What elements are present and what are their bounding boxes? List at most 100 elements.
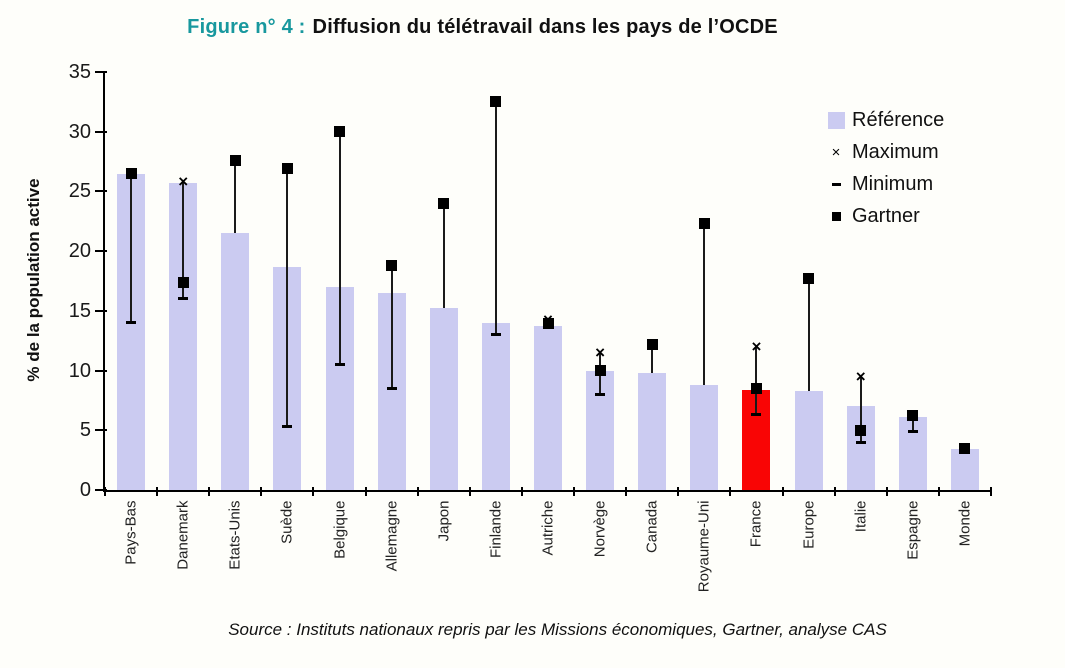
gartner-marker: [959, 442, 971, 454]
bar-reference: [481, 322, 510, 490]
x-axis-tick: [260, 487, 263, 496]
min-max-range-line: [859, 376, 862, 443]
minimum-marker: [855, 440, 866, 444]
maximum-marker: ×: [855, 366, 866, 386]
x-axis-tick: [364, 487, 367, 496]
y-tick-label: 30: [68, 120, 91, 143]
min-max-range-line: [338, 131, 341, 365]
minimum-marker: [386, 386, 397, 390]
min-max-range-line: [807, 278, 810, 391]
legend-label: Minimum: [852, 172, 934, 195]
bar-reference: [638, 372, 667, 490]
x-axis-tick: [625, 487, 628, 496]
min-max-range-line: [755, 346, 758, 415]
min-max-range-line: [234, 160, 237, 234]
bar-reference: [429, 308, 458, 490]
x-axis-tick: [781, 487, 784, 496]
gartner-marker: [490, 96, 502, 108]
min-max-range-line: [494, 101, 497, 335]
minimum-marker: [490, 333, 501, 337]
x-category-label: Danemark: [174, 500, 192, 570]
min-max-range-line: [130, 173, 133, 323]
y-axis-tick: [95, 130, 107, 133]
x-axis-tick: [833, 487, 836, 496]
reference-bar-swatch-icon: [827, 111, 845, 129]
bar-reference: [950, 449, 979, 490]
y-axis-tick: [95, 489, 107, 491]
x-axis-tick: [677, 487, 680, 496]
figure-title: Figure n° 4 : Diffusion du télétravail da…: [0, 16, 1065, 39]
gartner-marker: [229, 154, 241, 166]
min-max-range-line: [390, 265, 393, 389]
x-category-label: Suède: [278, 500, 296, 544]
legend-label: Gartner: [852, 204, 920, 227]
legend: Référence × Maximum Minimum Gartner: [826, 104, 944, 232]
gartner-square-marker-icon: [831, 211, 841, 221]
gartner-marker: [334, 126, 346, 138]
figure-number: Figure n° 4 :: [187, 16, 306, 38]
y-tick-label: 0: [79, 479, 91, 501]
x-category-label: Canada: [643, 500, 661, 554]
maximum-marker: ×: [595, 342, 606, 362]
minimum-marker: [334, 363, 345, 367]
x-axis-tick: [729, 487, 732, 496]
legend-item-gartner: Gartner: [826, 200, 944, 232]
x-category-label: Belgique: [331, 500, 349, 559]
x-axis-tick: [573, 487, 576, 496]
bar-reference: [690, 384, 719, 490]
gartner-marker: [281, 163, 293, 175]
gartner-marker: [855, 424, 867, 436]
x-category-label: France: [747, 500, 765, 548]
y-axis-tick: [95, 309, 107, 312]
x-category-label: Italie: [852, 500, 870, 533]
minimum-marker: [126, 321, 137, 325]
x-category-label: Norvège: [591, 500, 609, 558]
minimum-marker: [282, 425, 293, 429]
y-tick-label: 15: [68, 299, 91, 322]
x-category-label: Espagne: [904, 500, 922, 560]
min-max-range-line: [703, 223, 706, 385]
gartner-marker: [803, 273, 815, 285]
gartner-marker: [386, 259, 398, 271]
gartner-marker: [125, 168, 137, 179]
maximum-marker: ×: [178, 171, 189, 191]
gartner-marker: [750, 382, 762, 394]
y-axis-tick: [95, 71, 107, 73]
legend-item-reference: Référence: [826, 104, 944, 136]
legend-label: Maximum: [852, 140, 939, 163]
x-axis-tick: [520, 487, 523, 496]
x-category-label: Monde: [956, 500, 974, 547]
x-axis-tick: [990, 487, 992, 496]
y-axis-tick: [95, 190, 107, 193]
x-axis-tick: [156, 487, 159, 496]
x-category-label: Finlande: [487, 500, 505, 559]
gartner-marker: [907, 410, 919, 422]
legend-item-minimum: Minimum: [826, 168, 944, 200]
min-max-range-line: [651, 344, 654, 373]
figure-title-text: Diffusion du télétravail dans les pays d…: [312, 16, 778, 38]
min-max-range-line: [911, 415, 914, 432]
y-axis-title: % de la population active: [24, 178, 43, 382]
min-max-range-line: [442, 203, 445, 309]
min-max-range-line: [182, 181, 185, 299]
gartner-marker: [438, 197, 450, 209]
y-axis-tick: [95, 429, 107, 432]
minimum-marker: [751, 413, 762, 417]
legend-label: Référence: [852, 108, 945, 131]
source-caption: Source : Instituts nationaux repris par …: [228, 620, 887, 639]
x-category-label: Royaume-Uni: [695, 500, 713, 593]
legend-item-maximum: × Maximum: [826, 136, 944, 168]
gartner-marker: [646, 338, 658, 350]
x-category-label: Europe: [800, 500, 818, 549]
x-axis-tick: [937, 487, 940, 496]
y-tick-label: 35: [68, 61, 91, 83]
gartner-marker: [698, 218, 710, 230]
bar-reference: [534, 326, 562, 490]
gartner-marker: [594, 365, 606, 377]
bar-reference: [221, 233, 250, 490]
x-axis-tick: [416, 487, 419, 496]
x-axis-tick: [468, 487, 471, 496]
x-category-label: Etats-Unis: [226, 500, 244, 570]
y-tick-label: 5: [79, 419, 91, 442]
y-axis-tick: [95, 369, 107, 372]
